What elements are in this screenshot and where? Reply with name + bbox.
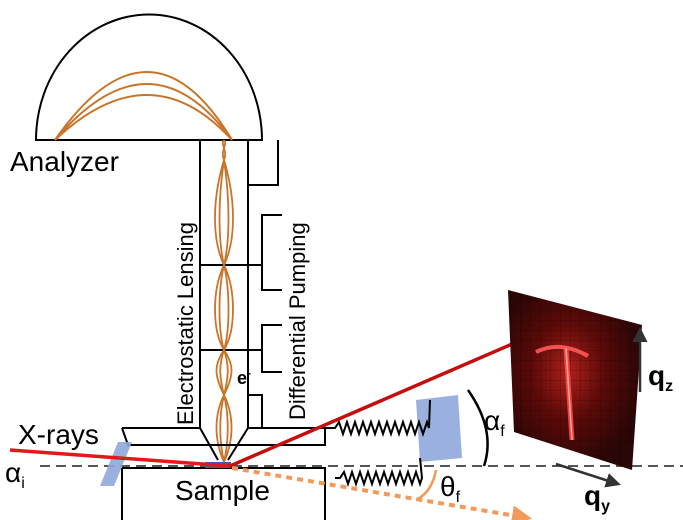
qy-symbol: q — [584, 480, 601, 511]
incident-xray-beam — [9, 448, 231, 468]
sample-block — [121, 467, 326, 520]
qz-label: qz — [648, 360, 673, 395]
alpha-f-subscript: f — [500, 423, 505, 440]
entrance-window — [100, 442, 132, 486]
qz-subscript: z — [665, 378, 673, 395]
alpha-i-subscript: i — [21, 475, 25, 492]
theta-f-symbol: θ — [440, 471, 456, 502]
qy-arrow — [555, 462, 621, 488]
electron-trajectory — [214, 139, 234, 463]
electrostatic-lensing-label: Electrostatic Lensing — [173, 222, 198, 425]
analyzer-label: Analyzer — [10, 146, 119, 177]
sample-label: Sample — [175, 475, 270, 506]
theta-f-arc — [415, 469, 438, 502]
detector-scatter-arc — [535, 344, 589, 358]
scattered-beam — [229, 329, 544, 468]
electron-label: e- — [237, 366, 251, 388]
analyzer-path-2 — [54, 83, 233, 141]
analyzer — [34, 13, 264, 141]
electron-charge: - — [247, 366, 251, 380]
alpha-f-label: αf — [484, 405, 505, 440]
theta-f-label: θf — [440, 471, 461, 506]
alpha-i-label: αi — [5, 457, 25, 492]
differential-pumping-label: Differential Pumping — [285, 222, 310, 420]
alpha-i-symbol: α — [5, 457, 21, 488]
alpha-f-symbol: α — [484, 405, 500, 436]
lens-column — [199, 140, 249, 461]
qy-subscript: y — [601, 498, 610, 515]
differential-pumping-ports — [248, 140, 282, 429]
xrays-label: X-rays — [18, 419, 99, 450]
bellows-springs — [325, 399, 431, 488]
electron-symbol: e — [237, 368, 247, 388]
theta-f-subscript: f — [456, 489, 461, 506]
qz-symbol: q — [648, 360, 665, 391]
offspecular-beam — [231, 466, 532, 520]
exit-window — [416, 395, 462, 462]
2d-detector — [508, 290, 642, 470]
alpha-f-arc — [466, 389, 489, 467]
qy-label: qy — [584, 480, 610, 515]
sample-stage — [121, 427, 326, 520]
analyzer-path-3 — [54, 94, 233, 141]
analyzer-path-1 — [54, 71, 233, 141]
